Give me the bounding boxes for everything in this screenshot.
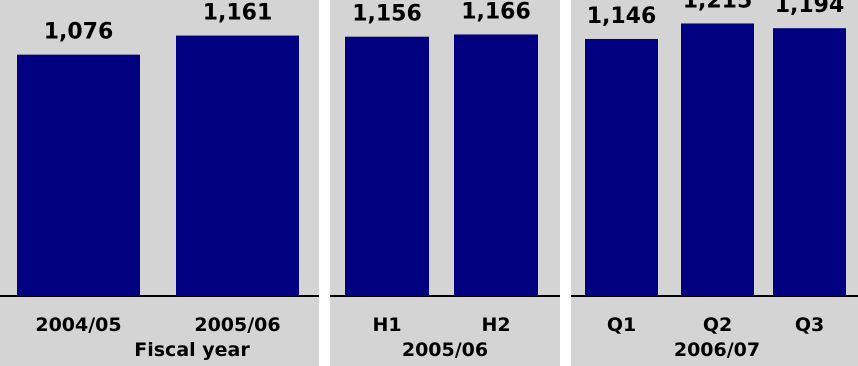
category-label-q2: Q2 [703, 314, 732, 336]
category-label-h1: H1 [372, 314, 401, 336]
bar-2004-05 [17, 54, 140, 296]
bars [17, 23, 846, 297]
value-labels: 1,076 1,161 1,156 1,166 1,146 1,215 1,194 [44, 0, 845, 45]
group-label-2: 2005/06 [402, 339, 488, 361]
value-label-2004-05: 1,076 [44, 20, 114, 45]
value-label-h2: 1,166 [461, 0, 531, 24]
category-label-q1: Q1 [607, 314, 636, 336]
bar-2005-06 [176, 35, 299, 296]
category-label-2004-05: 2004/05 [35, 314, 121, 336]
value-label-2005-06: 1,161 [203, 1, 273, 26]
group-label-3: 2006/07 [674, 339, 760, 361]
bar-q2 [681, 23, 754, 297]
category-label-h2: H2 [481, 314, 510, 336]
bar-q3 [773, 28, 846, 297]
category-label-2005-06: 2005/06 [194, 314, 280, 336]
value-label-h1: 1,156 [352, 2, 422, 27]
bar-q1 [585, 38, 658, 296]
value-label-q3: 1,194 [775, 0, 845, 18]
group-labels: Fiscal year 2005/06 2006/07 [134, 339, 760, 361]
bar-h1 [345, 36, 429, 297]
value-label-q1: 1,146 [587, 4, 657, 29]
category-labels: 2004/05 2005/06 H1 H2 Q1 Q2 Q3 [35, 314, 824, 336]
bar-h2 [454, 34, 538, 297]
panel-separators [319, 0, 571, 366]
group-label-1: Fiscal year [134, 339, 250, 361]
category-label-q3: Q3 [795, 314, 824, 336]
value-label-q2: 1,215 [683, 0, 753, 13]
